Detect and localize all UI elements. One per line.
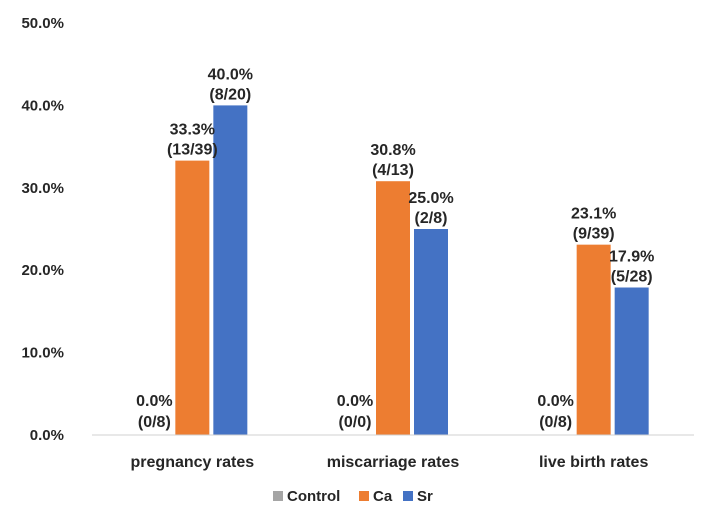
legend-label-control: Control bbox=[287, 488, 340, 505]
data-label-value: 40.0% bbox=[208, 66, 253, 83]
data-label-fraction: (8/20) bbox=[209, 86, 251, 103]
data-label-fraction: (0/8) bbox=[539, 414, 572, 431]
y-tick-label: 0.0% bbox=[30, 427, 64, 444]
legend: Control Ca Sr bbox=[273, 488, 433, 505]
bar-ca-0 bbox=[175, 160, 210, 435]
bar-sr-2 bbox=[614, 287, 649, 435]
data-label-fraction: (4/13) bbox=[372, 162, 414, 179]
legend-swatch-ca bbox=[359, 491, 369, 501]
x-category-label: pregnancy rates bbox=[131, 454, 255, 471]
data-label-value: 0.0% bbox=[337, 393, 373, 410]
legend-swatch-control bbox=[273, 491, 283, 501]
y-tick-label: 20.0% bbox=[21, 262, 64, 279]
bars bbox=[175, 105, 649, 436]
data-label-value: 0.0% bbox=[136, 393, 172, 410]
data-label-fraction: (13/39) bbox=[167, 142, 218, 159]
x-category-label: live birth rates bbox=[539, 454, 648, 471]
data-label-value: 23.1% bbox=[571, 206, 616, 223]
bar-ca-2 bbox=[576, 244, 611, 435]
legend-label-sr: Sr bbox=[417, 488, 433, 505]
data-label-value: 17.9% bbox=[609, 249, 654, 266]
y-axis: 0.0% 10.0% 20.0% 30.0% 40.0% 50.0% bbox=[21, 15, 64, 444]
bar-sr-1 bbox=[414, 229, 448, 435]
x-category-label: miscarriage rates bbox=[327, 454, 460, 471]
bar-ca-1 bbox=[376, 181, 410, 435]
y-tick-label: 50.0% bbox=[21, 15, 64, 32]
data-label-fraction: (9/39) bbox=[573, 226, 615, 243]
legend-swatch-sr bbox=[403, 491, 413, 501]
x-axis: pregnancy rates miscarriage rates live bir… bbox=[131, 454, 649, 471]
data-label-fraction: (5/28) bbox=[611, 269, 653, 286]
y-tick-label: 30.0% bbox=[21, 180, 64, 197]
y-tick-label: 10.0% bbox=[21, 345, 64, 362]
data-label-fraction: (0/8) bbox=[138, 414, 171, 431]
data-labels: 0.0% (0/8) 33.3% (13/39) 40.0% (8/20) 0.0% (0/0… bbox=[136, 66, 654, 431]
data-label-value: 25.0% bbox=[408, 190, 453, 207]
data-label-fraction: (2/8) bbox=[415, 210, 448, 227]
bar-sr-0 bbox=[213, 105, 248, 436]
legend-label-ca: Ca bbox=[373, 488, 393, 505]
y-tick-label: 40.0% bbox=[21, 97, 64, 114]
data-label-value: 0.0% bbox=[537, 393, 573, 410]
data-label-value: 30.8% bbox=[370, 142, 415, 159]
data-label-value: 33.3% bbox=[170, 122, 215, 139]
data-label-fraction: (0/0) bbox=[339, 414, 372, 431]
